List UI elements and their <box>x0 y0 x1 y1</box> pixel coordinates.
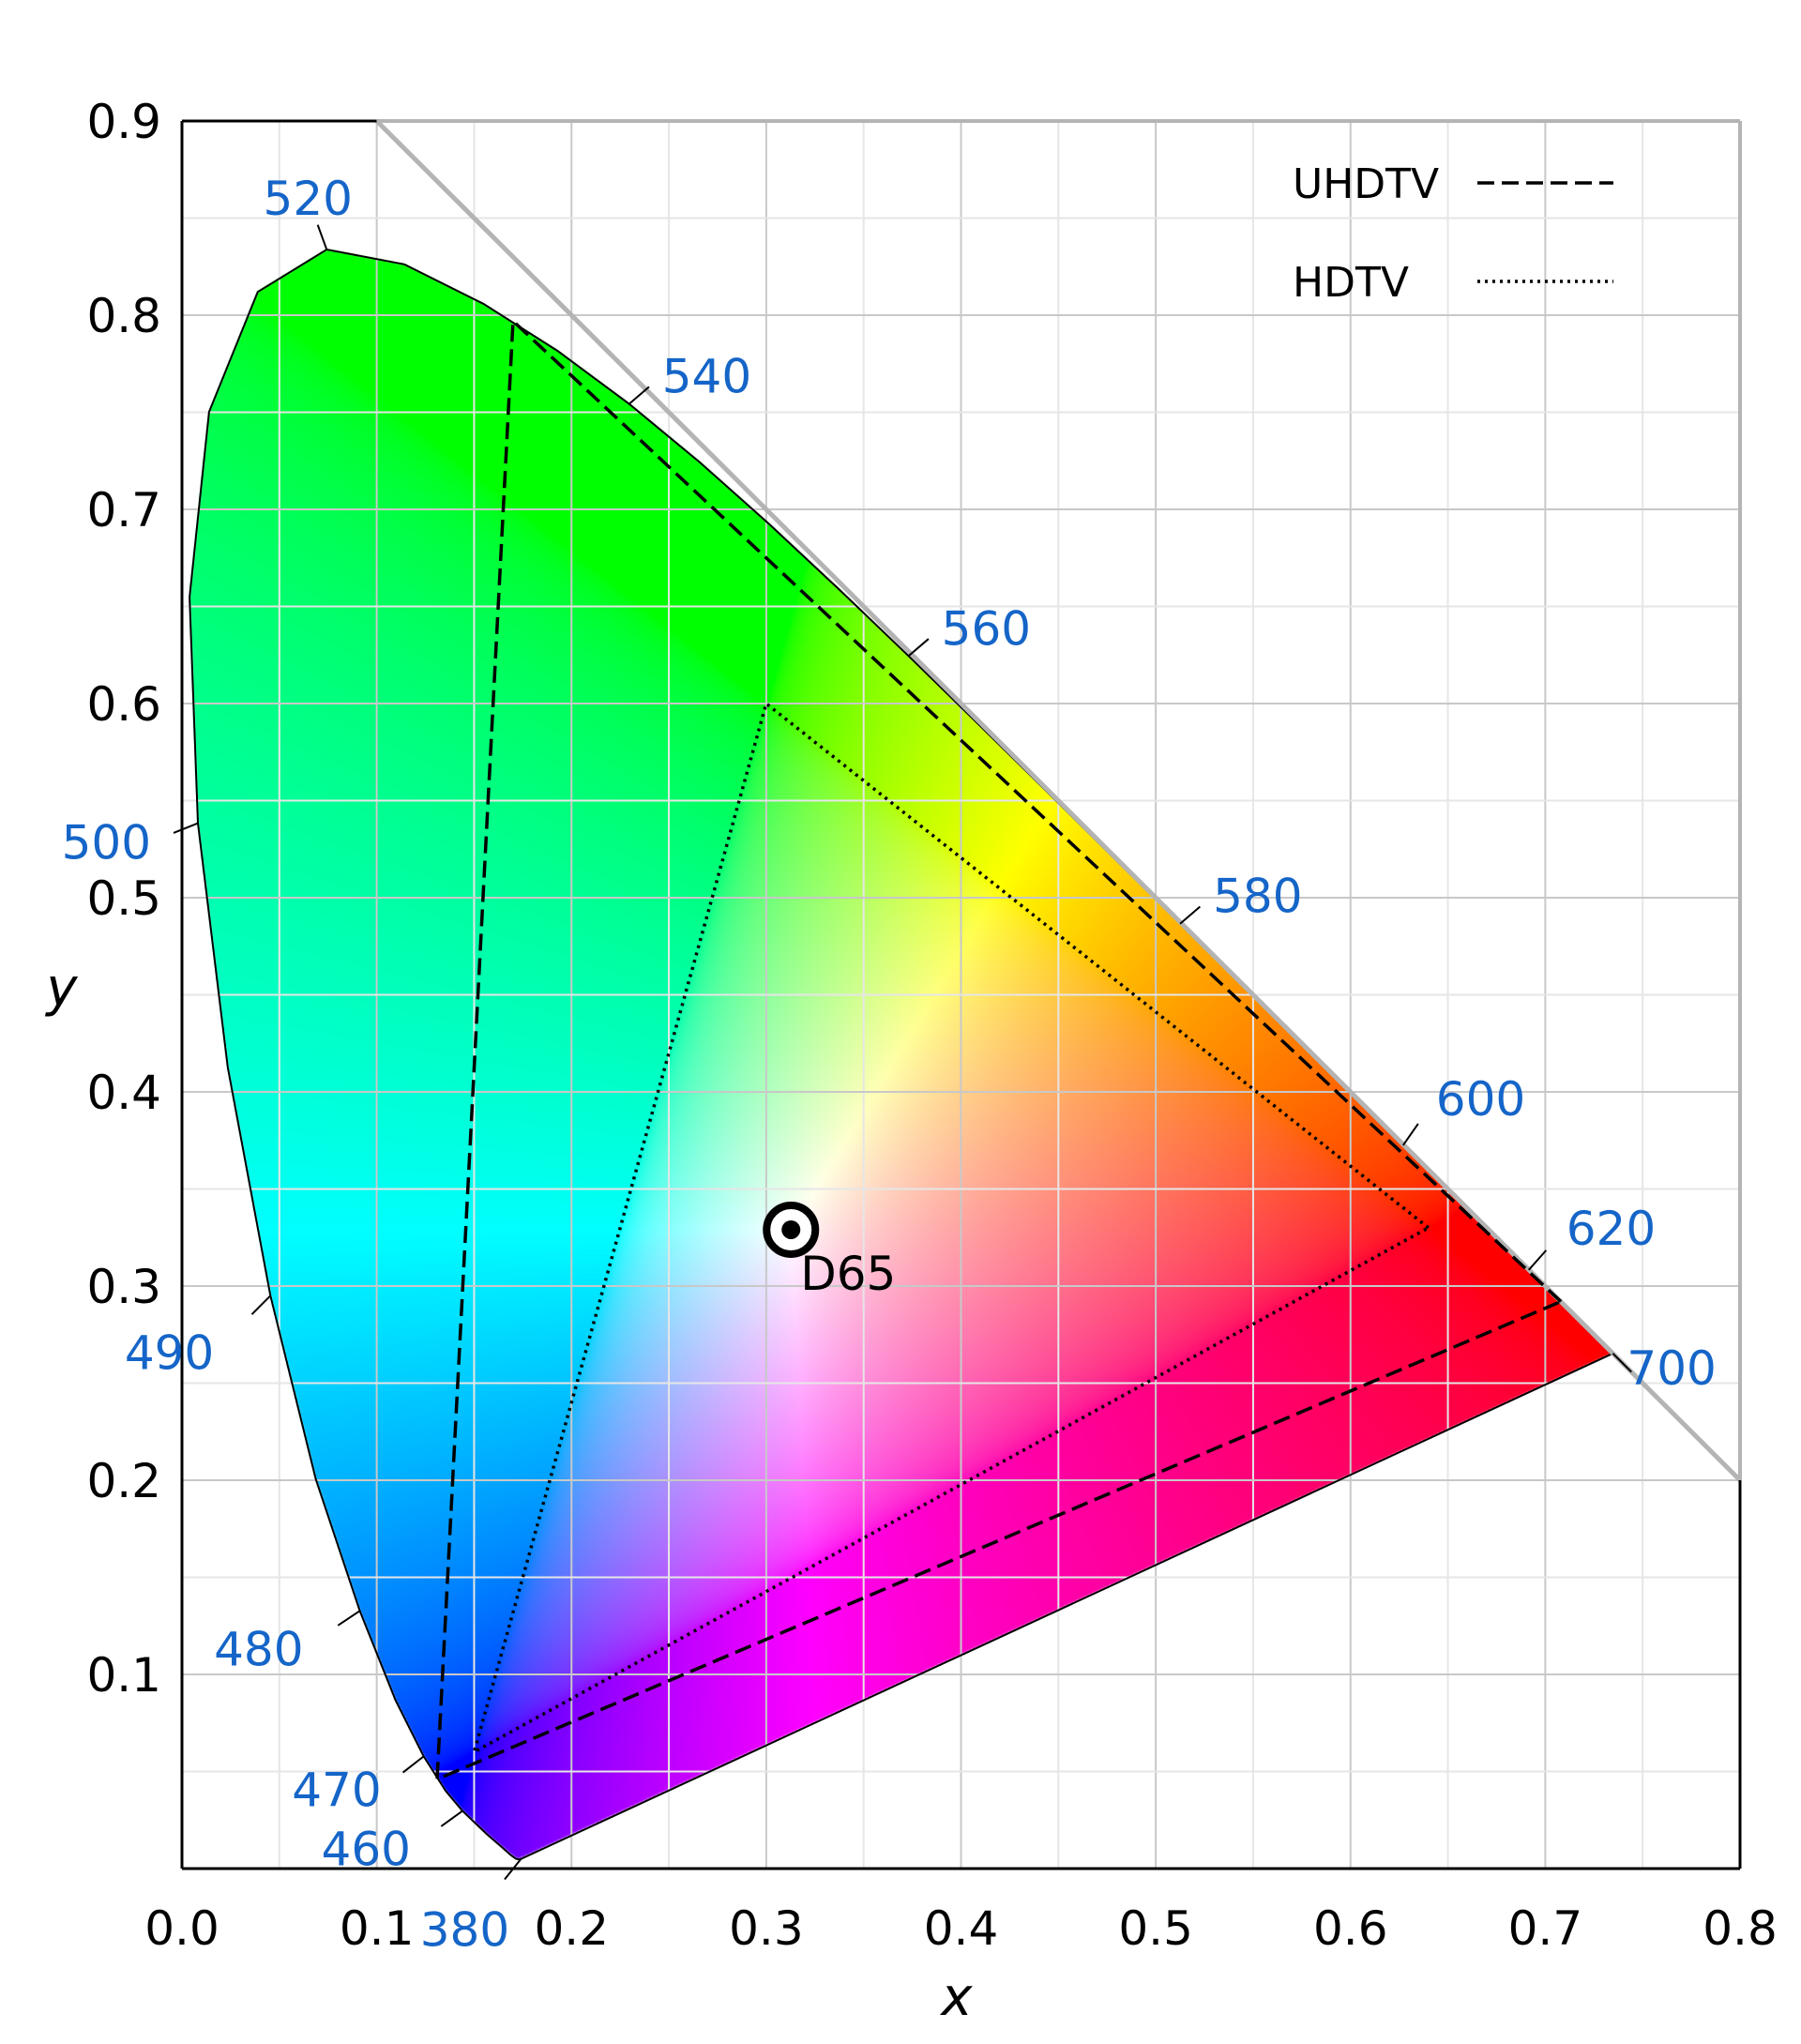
wavelength-tick <box>907 638 930 658</box>
y-tick-label: 0.1 <box>86 1648 161 1703</box>
legend-label-hdtv: HDTV <box>1293 259 1409 307</box>
wavelength-label-560: 560 <box>942 601 1031 656</box>
wavelength-label-460: 460 <box>322 1823 411 1877</box>
y-tick-label: 0.5 <box>86 871 161 926</box>
plot-frame <box>180 119 1742 1870</box>
white-point-label: D65 <box>800 1247 896 1301</box>
x-tick-label: 0.7 <box>1508 1901 1583 1956</box>
wavelength-tick <box>628 386 650 405</box>
boundary-line <box>374 119 1742 1482</box>
wavelength-label-700: 700 <box>1627 1341 1716 1396</box>
x-tick-label: 0.1 <box>340 1901 415 1956</box>
wavelength-label-600: 600 <box>1436 1072 1525 1127</box>
legend-label-uhdtv: UHDTV <box>1293 160 1439 208</box>
x-tick-label: 0.5 <box>1118 1901 1193 1956</box>
wavelength-tick <box>1527 1249 1548 1271</box>
wavelength-label-580: 580 <box>1213 870 1302 924</box>
x-tick-label: 0.2 <box>534 1901 609 1956</box>
wavelength-label-540: 540 <box>662 350 751 404</box>
y-tick-label: 0.2 <box>86 1454 161 1508</box>
y-tick-label: 0.6 <box>86 677 161 732</box>
spectral-locus-outline <box>189 248 1615 1861</box>
wavelength-label-620: 620 <box>1566 1202 1656 1256</box>
x-tick-label: 0.3 <box>729 1901 804 1956</box>
gamut-triangles <box>435 317 1565 1782</box>
white-point-dot <box>781 1219 801 1239</box>
wavelength-tick <box>250 1295 271 1315</box>
x-tick-label: 0.0 <box>144 1901 219 1956</box>
wavelength-tick <box>504 1858 522 1881</box>
wavelength-tick <box>337 1610 361 1627</box>
tick-labels: 0.0 0.1 0.2 0.3 0.4 0.5 0.6 0.7 0.8 0.1 0.2 0.3 0.4 0… <box>86 95 1777 1956</box>
y-axis-label: y <box>44 958 78 1019</box>
wavelength-label-380: 380 <box>420 1903 509 1958</box>
wavelength-tick <box>173 822 199 834</box>
white-point: D65 <box>763 1201 896 1301</box>
y-tick-label: 0.8 <box>86 289 161 343</box>
y-tick-label: 0.3 <box>86 1260 161 1314</box>
wavelength-label-470: 470 <box>292 1763 381 1817</box>
x-axis-label: x <box>939 1967 973 2028</box>
spectral-locus <box>189 119 1742 1861</box>
wavelength-tick <box>1401 1123 1419 1146</box>
wavelength-tick <box>316 224 328 250</box>
wavelength-tick <box>440 1809 463 1827</box>
wavelength-tick <box>1612 1353 1632 1373</box>
wavelength-label-500: 500 <box>62 816 151 871</box>
wavelength-tick <box>1179 905 1201 925</box>
y-tick-label: 0.4 <box>86 1066 161 1120</box>
grid <box>182 121 1740 1869</box>
wavelength-label-520: 520 <box>264 172 353 226</box>
wavelength-label-490: 490 <box>125 1325 214 1380</box>
x-tick-label: 0.8 <box>1703 1901 1778 1956</box>
x-tick-label: 0.6 <box>1313 1901 1388 1956</box>
y-tick-label: 0.7 <box>86 483 161 537</box>
x-tick-label: 0.4 <box>924 1901 999 1956</box>
gamut-hdtv <box>471 700 1431 1756</box>
wavelength-tick <box>401 1755 425 1774</box>
legend: UHDTV HDTV <box>1293 160 1613 307</box>
wavelength-label-480: 480 <box>214 1622 303 1676</box>
gamut-uhdtv <box>435 317 1565 1782</box>
y-tick-label: 0.9 <box>86 95 161 149</box>
